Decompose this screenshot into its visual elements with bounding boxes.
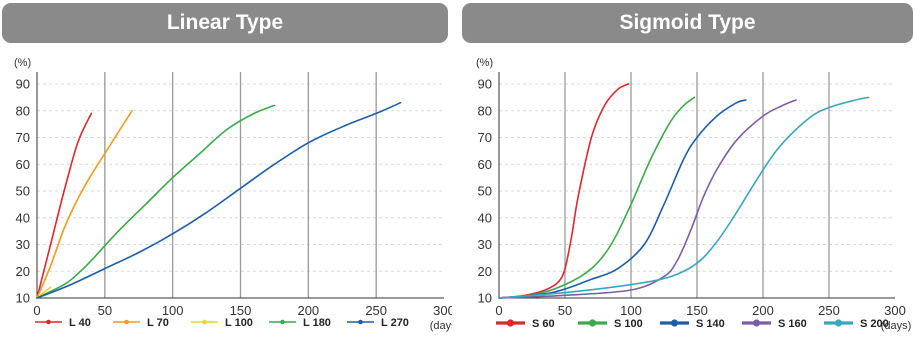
legend-swatch-marker xyxy=(752,319,761,327)
y-tick-label: 10 xyxy=(16,291,30,306)
legend-label: S 200 xyxy=(860,318,889,330)
x-tick-label: 300 xyxy=(884,303,906,318)
sigmoid-chart-panel: Sigmoid Type 10 20 30 40 50 60 70 80 90 0 50 100 150… xyxy=(462,0,915,359)
x-tick-label: 200 xyxy=(752,303,774,318)
series-line xyxy=(498,96,870,299)
legend-swatch-marker xyxy=(506,319,515,327)
y-tick-label: 50 xyxy=(16,184,30,199)
x-tick-label: 50 xyxy=(558,303,572,318)
x-tick-label: 250 xyxy=(818,303,840,318)
series-line xyxy=(36,110,133,299)
series-line xyxy=(36,101,402,299)
legend-label: S 160 xyxy=(778,318,807,330)
x-tick-label: 200 xyxy=(297,303,319,318)
y-tick-label: 70 xyxy=(478,130,492,145)
legend-label: S 60 xyxy=(532,318,555,330)
legend-label: L 100 xyxy=(225,317,253,329)
legend-label: S 140 xyxy=(696,318,725,330)
y-tick-label: 70 xyxy=(16,130,30,145)
x-tick-label: 250 xyxy=(365,303,387,318)
x-tick-label: 150 xyxy=(686,303,708,318)
series-line xyxy=(498,99,797,299)
legend-label: L 270 xyxy=(381,317,409,329)
x-axis-label: (days) xyxy=(430,320,452,332)
y-tick-label: 20 xyxy=(16,264,30,279)
x-axis-label: (days) xyxy=(881,320,912,332)
y-tick-label: 80 xyxy=(16,103,30,118)
y-tick-label: 30 xyxy=(16,237,30,252)
legend-swatch-marker xyxy=(358,319,363,325)
x-tick-label: 100 xyxy=(620,303,642,318)
legend-swatch-marker xyxy=(834,319,843,327)
series-line xyxy=(498,83,630,299)
x-tick-label: 300 xyxy=(433,303,452,318)
y-tick-label: 60 xyxy=(478,157,492,172)
legend-swatch-marker xyxy=(202,319,207,325)
y-tick-label: 40 xyxy=(478,210,492,225)
series-line xyxy=(36,104,276,299)
sigmoid-chart: 10 20 30 40 50 60 70 80 90 0 50 100 150 200 250 300 (%) (… xyxy=(476,57,912,332)
legend-swatch-marker xyxy=(46,319,51,325)
y-tick-label: 60 xyxy=(16,157,30,172)
legend-label: L 70 xyxy=(147,317,169,329)
x-tick-label: 100 xyxy=(162,303,184,318)
y-tick-label: 20 xyxy=(478,264,492,279)
y-tick-label: 90 xyxy=(16,77,30,92)
legend-swatch-marker xyxy=(124,319,129,325)
legend-swatch-marker xyxy=(280,319,285,325)
legend-label: L 40 xyxy=(69,317,91,329)
sigmoid-chart-title: Sigmoid Type xyxy=(462,3,913,43)
series-line xyxy=(498,96,696,299)
y-axis-label: (%) xyxy=(476,57,493,69)
y-tick-label: 50 xyxy=(478,184,492,199)
y-tick-label: 40 xyxy=(16,210,30,225)
y-tick-label: 10 xyxy=(478,291,492,306)
legend-swatch-marker xyxy=(670,319,679,327)
y-tick-label: 90 xyxy=(478,77,492,92)
x-tick-label: 0 xyxy=(33,303,40,318)
linear-chart-panel: Linear Type 10 20 30 40 50 60 70 80 90 0 50 100 150 2… xyxy=(0,0,452,359)
legend-label: L 180 xyxy=(303,317,331,329)
x-tick-label: 50 xyxy=(98,303,112,318)
x-tick-label: 150 xyxy=(230,303,252,318)
y-axis-label: (%) xyxy=(14,57,31,69)
x-tick-label: 0 xyxy=(495,303,502,318)
legend-swatch-marker xyxy=(588,319,597,327)
linear-chart-title: Linear Type xyxy=(2,3,448,43)
y-tick-label: 80 xyxy=(478,103,492,118)
series-line xyxy=(498,99,747,299)
y-tick-label: 30 xyxy=(478,237,492,252)
legend-label: S 100 xyxy=(614,318,643,330)
series-line xyxy=(36,112,93,299)
linear-chart: 10 20 30 40 50 60 70 80 90 0 50 100 150 200 250 300 (%) (… xyxy=(14,57,452,332)
